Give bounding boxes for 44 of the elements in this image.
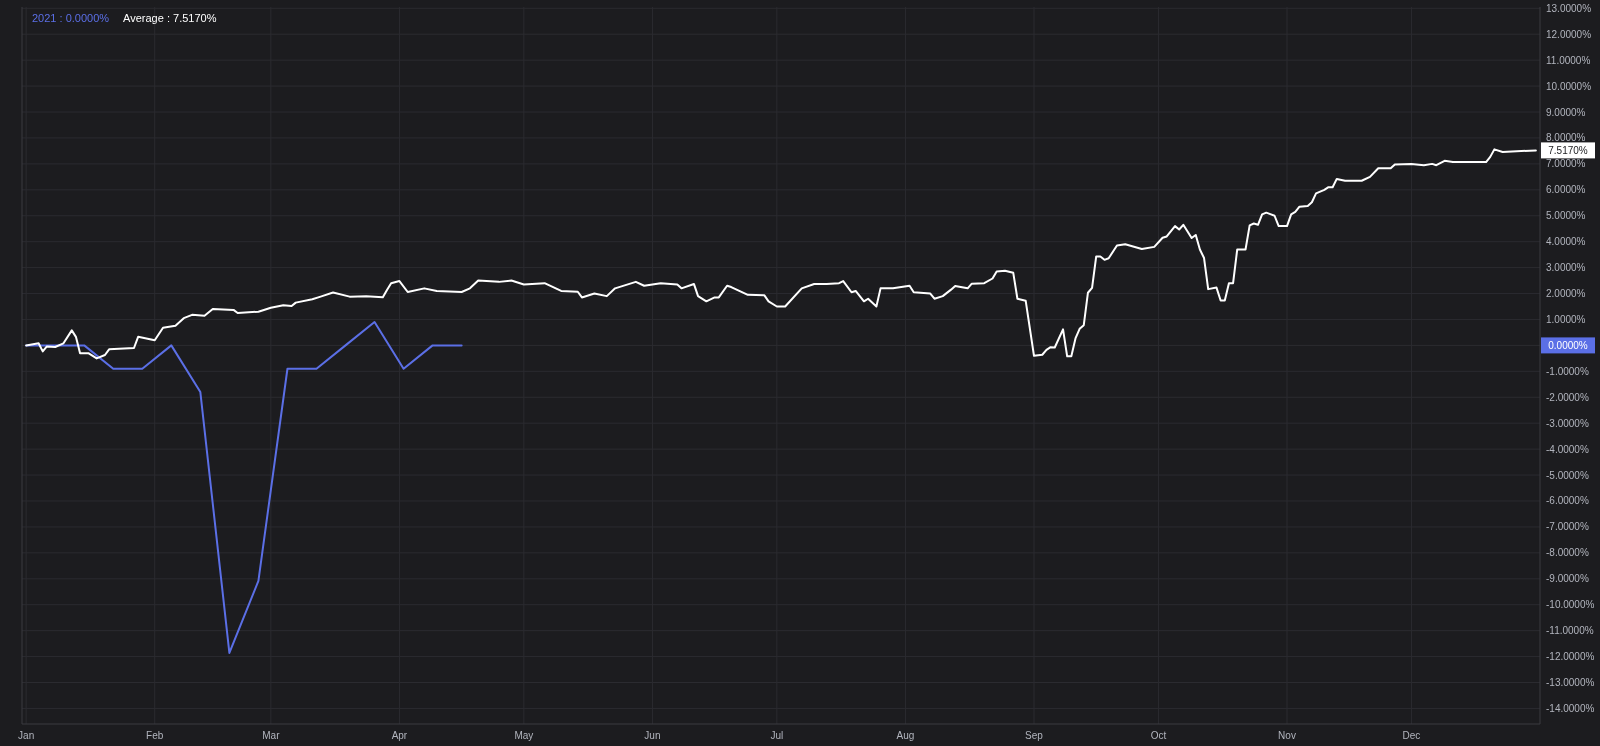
y-tick-label: -7.0000% [1546,521,1589,533]
y-tick-label: -10.0000% [1546,599,1595,611]
y-tick-label: -5.0000% [1546,469,1589,481]
y-tick-label: -9.0000% [1546,573,1589,585]
line-series [25,148,1537,360]
y-tick-label: 3.0000% [1546,262,1586,274]
y-tick-label: 6.0000% [1546,184,1586,196]
y-tick-label: -4.0000% [1546,443,1589,455]
x-tick-label: Dec [1402,730,1421,741]
y-tick-label: -12.0000% [1546,651,1595,663]
y-tick-label: -3.0000% [1546,417,1589,429]
x-tick-label: Oct [1150,730,1167,741]
y-tick-label: 8.0000% [1546,132,1586,144]
y-tick-label: 13.0000% [1546,2,1592,14]
y-tick-label: -1.0000% [1546,365,1589,377]
x-tick-label: Feb [146,730,164,741]
text: 2021 : 0.0000% [32,12,110,24]
y-tick-label: 1.0000% [1546,313,1586,325]
y-tick-label: -13.0000% [1546,677,1595,689]
y-tick-label: 11.0000% [1546,54,1591,66]
x-tick-label: Nov [1278,730,1296,741]
text: 0.0000% [1548,339,1588,351]
y-tick-label: -11.0000% [1546,625,1594,637]
x-tick-label: Jun [644,730,661,741]
y-tick-label: 2.0000% [1546,288,1586,300]
y-tick-label: -14.0000% [1546,702,1595,714]
x-tick-label: Aug [896,730,915,741]
x-tick-label: Jan [18,730,35,741]
y-tick-label: 4.0000% [1546,236,1586,248]
x-tick-label: Sep [1025,730,1044,741]
x-tick-label: Mar [262,730,281,741]
y-tick-label: 10.0000% [1546,80,1592,92]
y-tick-label: 12.0000% [1546,28,1592,40]
x-tick-label: Jul [770,730,784,741]
x-tick-label: May [514,730,534,741]
y-tick-label: -6.0000% [1546,495,1589,507]
text: Average : 7.5170% [123,12,217,24]
text: 7.5170% [1548,144,1588,156]
y-tick-label: -8.0000% [1546,547,1589,559]
y-tick-label: 5.0000% [1546,210,1586,222]
y-tick-label: -2.0000% [1546,391,1589,403]
x-tick-label: Apr [391,730,408,741]
y-tick-label: 7.0000% [1546,158,1586,170]
y-tick-label: 9.0000% [1546,106,1586,118]
